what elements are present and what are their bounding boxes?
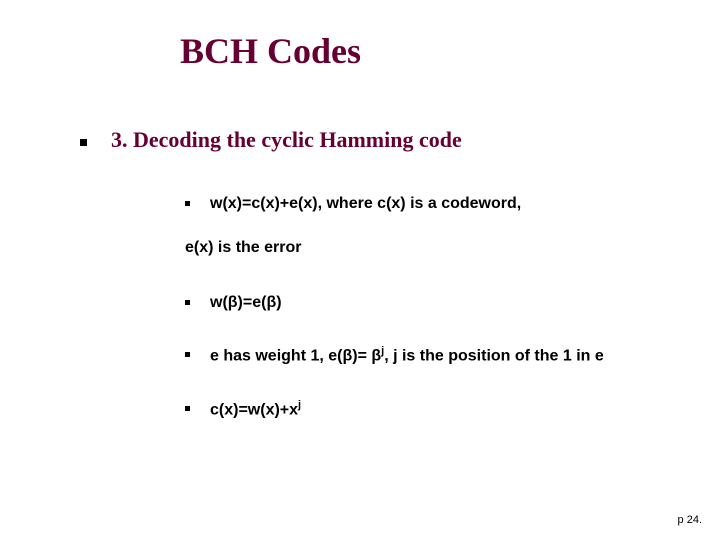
main-text: 3. Decoding the cyclic Hamming code [111,127,462,153]
superscript: j [298,399,301,411]
item-text: w(β)=e(β) [210,292,282,314]
bullet-icon [185,352,190,357]
slide-title: BCH Codes [180,30,670,72]
main-bullet: 3. Decoding the cyclic Hamming code [80,127,670,153]
bullet-icon [80,139,87,146]
list-item: e has weight 1, e(β)= βj, j is the posit… [185,344,670,368]
item-text: c(x)=w(x)+xj [210,398,301,422]
list-item: w(x)=c(x)+e(x), where c(x) is a codeword… [185,193,670,260]
slide: BCH Codes 3. Decoding the cyclic Hamming… [0,0,720,540]
text-part: e has weight 1, e(β)= β [210,348,381,365]
bullet-icon [185,406,190,411]
list-item: c(x)=w(x)+xj [185,398,670,422]
item-text: w(x)=c(x)+e(x), where c(x) is a codeword… [210,193,521,260]
list-item: w(β)=e(β) [185,292,670,314]
text-line: e(x) is the error [185,237,521,259]
bullet-icon [185,300,190,305]
sub-list: w(x)=c(x)+e(x), where c(x) is a codeword… [185,193,670,422]
text-line: w(x)=c(x)+e(x), where c(x) is a codeword… [210,195,521,212]
bullet-icon [185,201,190,206]
text-part: c(x)=w(x)+x [210,401,298,418]
item-text: e has weight 1, e(β)= βj, j is the posit… [210,344,604,368]
page-number: p 24. [678,514,702,526]
text-part: , j is the position of the 1 in e [384,348,604,365]
